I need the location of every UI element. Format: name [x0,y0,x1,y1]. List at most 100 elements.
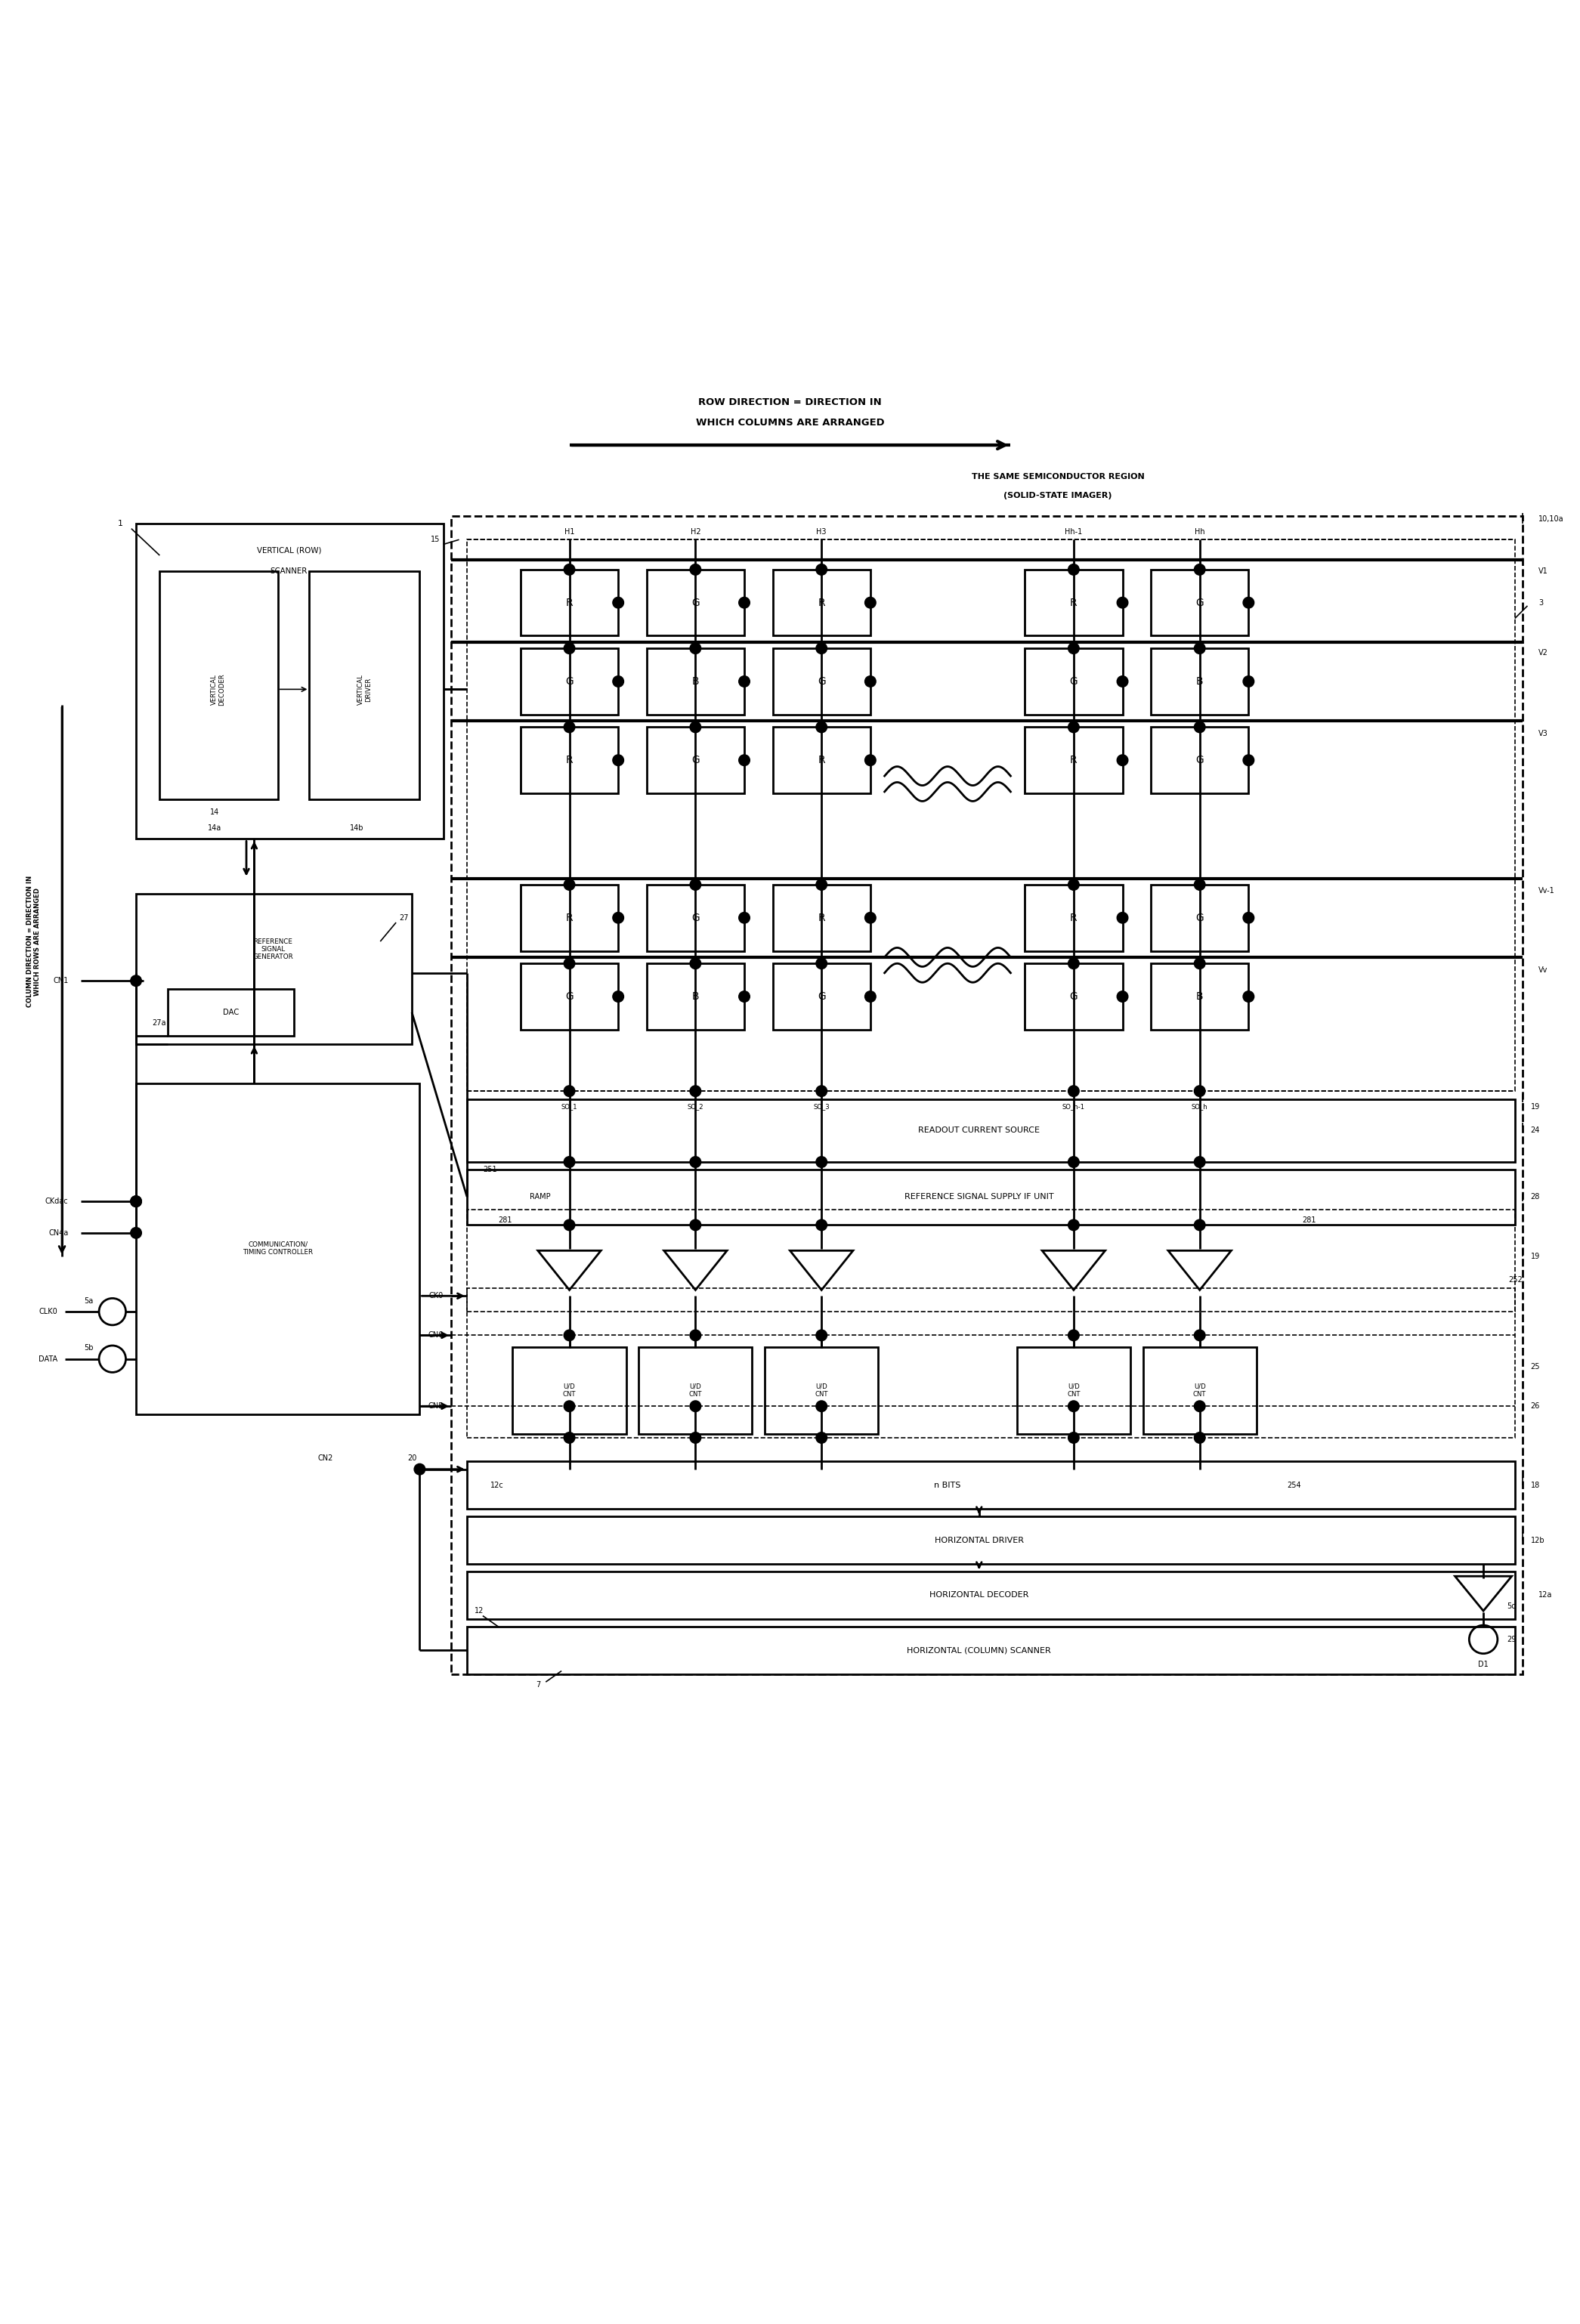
Bar [773,648,871,713]
Text: READOUT CURRENT SOURCE: READOUT CURRENT SOURCE [918,1127,1040,1134]
Bar [136,1083,420,1413]
Circle shape [864,755,875,765]
Circle shape [690,1157,702,1167]
Text: V3: V3 [1539,730,1548,737]
Bar [520,964,618,1030]
Text: V2: V2 [1539,648,1548,658]
Circle shape [564,1432,575,1443]
Text: Hh: Hh [1194,528,1206,535]
Circle shape [564,1401,575,1411]
Bar [1025,648,1122,713]
Text: B: B [692,676,698,686]
Circle shape [564,878,575,890]
Circle shape [815,644,826,653]
Text: G: G [1196,755,1204,765]
Circle shape [414,1464,425,1476]
Circle shape [613,990,624,1002]
Text: VERTICAL
DRIVER: VERTICAL DRIVER [357,674,371,704]
Circle shape [1068,565,1079,574]
Bar [468,539,1515,1090]
Circle shape [815,1329,826,1341]
Circle shape [1194,1220,1206,1229]
Text: 12c: 12c [491,1480,504,1490]
Circle shape [690,1220,702,1229]
Circle shape [864,990,875,1002]
Text: G: G [1196,597,1204,609]
Text: CN5: CN5 [428,1401,444,1411]
Text: U/D
CNT: U/D CNT [815,1383,828,1397]
Text: R: R [1070,597,1078,609]
Bar [1150,964,1248,1030]
Text: VERTICAL
DECODER: VERTICAL DECODER [210,674,226,706]
Circle shape [1194,1085,1206,1097]
Circle shape [564,957,575,969]
Bar [646,569,744,637]
Circle shape [1243,990,1255,1002]
Text: CN1: CN1 [54,976,68,985]
Circle shape [1243,913,1255,923]
Text: H3: H3 [817,528,826,535]
Text: R: R [818,755,825,765]
Circle shape [1068,1220,1079,1229]
Text: 15: 15 [431,537,441,544]
Bar [1150,885,1248,951]
Bar [1025,885,1122,951]
Text: 7: 7 [536,1680,540,1690]
Text: 20: 20 [408,1455,417,1462]
Text: H2: H2 [690,528,700,535]
Text: CN6: CN6 [428,1332,444,1339]
Text: G: G [566,992,574,1002]
Circle shape [131,976,142,985]
Text: G: G [566,676,574,686]
Circle shape [690,723,702,732]
Text: HORIZONTAL (COLUMN) SCANNER: HORIZONTAL (COLUMN) SCANNER [907,1648,1051,1655]
Text: B: B [1196,992,1204,1002]
Text: (SOLID-STATE IMAGER): (SOLID-STATE IMAGER) [1003,493,1112,500]
Bar [520,569,618,637]
Circle shape [1117,913,1128,923]
Circle shape [739,755,750,765]
Circle shape [739,990,750,1002]
Text: 1: 1 [117,521,123,528]
Text: RAMP: RAMP [529,1192,551,1202]
Text: 18: 18 [1531,1480,1540,1490]
Text: SO_2: SO_2 [687,1104,703,1111]
Circle shape [1194,1432,1206,1443]
Text: 25: 25 [1531,1364,1540,1371]
Circle shape [1243,676,1255,688]
Text: R: R [566,597,574,609]
Bar [773,885,871,951]
Circle shape [1194,565,1206,574]
Bar [136,523,444,839]
Bar [468,1287,1515,1439]
Circle shape [613,597,624,609]
Circle shape [1194,644,1206,653]
Text: U/D
CNT: U/D CNT [562,1383,577,1397]
Circle shape [1117,990,1128,1002]
Circle shape [564,1220,575,1229]
Circle shape [131,1197,142,1206]
Circle shape [564,1329,575,1341]
Circle shape [1068,723,1079,732]
Bar [1025,964,1122,1030]
Text: 19: 19 [1531,1104,1540,1111]
Text: R: R [1070,913,1078,923]
Circle shape [1068,1157,1079,1167]
Text: U/D
CNT: U/D CNT [689,1383,702,1397]
Text: U/D
CNT: U/D CNT [1067,1383,1081,1397]
Circle shape [815,1085,826,1097]
Text: R: R [818,913,825,923]
Text: 14a: 14a [209,825,221,832]
Text: D1: D1 [1479,1662,1488,1669]
Text: G: G [692,913,700,923]
Circle shape [1068,1085,1079,1097]
Text: G: G [817,992,825,1002]
Circle shape [690,1085,702,1097]
Bar [646,648,744,713]
Text: CN4a: CN4a [49,1229,68,1236]
Text: COMMUNICATION/
TIMING CONTROLLER: COMMUNICATION/ TIMING CONTROLLER [243,1241,313,1255]
Text: 3: 3 [1539,600,1544,607]
Circle shape [739,597,750,609]
Bar [468,1099,1515,1162]
Text: G: G [817,676,825,686]
